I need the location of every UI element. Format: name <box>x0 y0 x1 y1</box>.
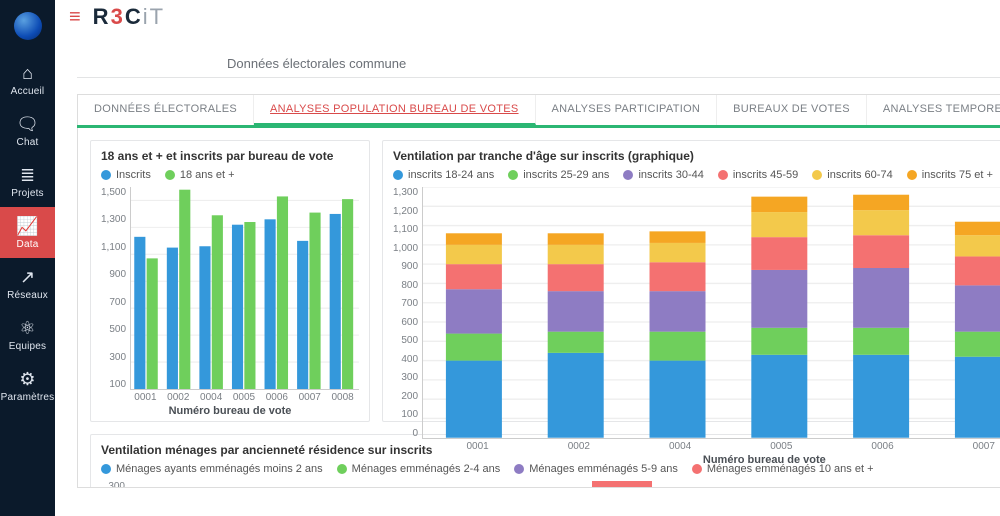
chart-card-inscrits: 18 ans et + et inscrits par bureau de vo… <box>90 140 370 422</box>
app-logo: R3CiT <box>93 4 165 30</box>
logo-it: iT <box>143 4 165 30</box>
sidebar-item-label: Réseaux <box>7 290 48 301</box>
chart1-yaxis: 1,5001,3001,100900700500300100 <box>101 187 130 390</box>
chart2-yaxis: 1,3001,2001,1001,00090080070060050040030… <box>393 187 422 439</box>
legend-label: inscrits 25-29 ans <box>523 169 609 181</box>
sidebar-item-réseaux[interactable]: ↗ Réseaux <box>0 258 55 309</box>
sidebar-item-chat[interactable]: 🗨 Chat <box>0 105 55 156</box>
sidebar-item-data[interactable]: 📈 Data <box>0 207 55 258</box>
content: Données électorales commune ▾ DONNÉES ÉL… <box>55 34 1000 516</box>
dataset-dropdown[interactable]: Données électorales commune ▾ <box>77 56 1000 78</box>
legend-item: Ménages emménagés 10 ans et + <box>692 463 874 475</box>
sidebar: ⌂ Accueil 🗨 Chat ≣ Projets 📈 Data ↗ Réseaux ⚛ Equip… <box>0 0 55 516</box>
legend-label: 18 ans et + <box>180 169 235 181</box>
legend-item: inscrits 30-44 <box>623 169 703 181</box>
sidebar-item-label: Projets <box>11 188 44 199</box>
sidebar-item-equipes[interactable]: ⚛ Equipes <box>0 309 55 360</box>
legend-label: Ménages emménagés 10 ans et + <box>707 463 874 475</box>
globe-avatar <box>14 12 42 40</box>
legend-label: Ménages emménagés 2-4 ans <box>352 463 501 475</box>
sidebar-item-label: Paramètres <box>1 392 55 403</box>
legend-item: inscrits 25-29 ans <box>508 169 609 181</box>
legend-swatch <box>393 170 403 180</box>
legend-swatch <box>907 170 917 180</box>
legend-swatch <box>337 464 347 474</box>
chart3-ytick: 300 <box>101 481 129 488</box>
chart1-x-title: Numéro bureau de vote <box>101 405 359 417</box>
chart2-title: Ventilation par tranche d'âge sur inscri… <box>393 149 1000 163</box>
chart2-plot <box>422 187 1000 439</box>
hamburger-icon[interactable]: ≡ <box>69 7 81 27</box>
chart3-partial-bar <box>592 481 652 488</box>
tab-4[interactable]: ANALYSES TEMPORELLES BUREAUX DE VOTE <box>867 95 1000 125</box>
legend-swatch <box>692 464 702 474</box>
logo-c: C <box>125 4 143 30</box>
legend-label: inscrits 18-24 ans <box>408 169 494 181</box>
logo-3: 3 <box>111 4 125 30</box>
legend-label: inscrits 45-59 <box>733 169 798 181</box>
sidebar-item-label: Accueil <box>11 86 45 97</box>
chart3-title: Ventilation ménages par ancienneté résid… <box>101 443 1000 457</box>
chart3-legend: Ménages ayants emménagés moins 2 ans Ména… <box>101 463 1000 475</box>
dataset-dropdown-label: Données électorales commune <box>227 56 406 71</box>
equipes-icon: ⚛ <box>19 319 35 337</box>
chat-icon: 🗨 <box>16 115 39 133</box>
legend-swatch <box>623 170 633 180</box>
legend-swatch <box>514 464 524 474</box>
paramètres-icon: ⚙ <box>19 370 35 388</box>
legend-label: Ménages ayants emménagés moins 2 ans <box>116 463 323 475</box>
legend-swatch <box>165 170 175 180</box>
legend-item: Ménages emménagés 5-9 ans <box>514 463 678 475</box>
sidebar-item-accueil[interactable]: ⌂ Accueil <box>0 54 55 105</box>
chart1-legend: Inscrits 18 ans et + <box>101 169 359 181</box>
projets-icon: ≣ <box>20 166 35 184</box>
tabstrip: DONNÉES ÉLECTORALESANALYSES POPULATION B… <box>77 94 1000 125</box>
legend-swatch <box>101 170 111 180</box>
legend-item: inscrits 75 et + <box>907 169 993 181</box>
data-icon: 📈 <box>16 217 38 235</box>
réseaux-icon: ↗ <box>20 268 35 286</box>
chart1-plot <box>130 187 359 390</box>
legend-label: inscrits 60-74 <box>827 169 892 181</box>
sidebar-item-label: Chat <box>17 137 39 148</box>
panel-area: 18 ans et + et inscrits par bureau de vo… <box>77 128 1000 488</box>
legend-item: inscrits 60-74 <box>812 169 892 181</box>
tab-0[interactable]: DONNÉES ÉLECTORALES <box>78 95 254 125</box>
chart1-xaxis: 0001000200040005000600070008 <box>101 392 359 403</box>
chart2-legend: inscrits 18-24 ans inscrits 25-29 ans insc… <box>393 169 1000 181</box>
tab-2[interactable]: ANALYSES PARTICIPATION <box>536 95 718 125</box>
legend-label: Inscrits <box>116 169 151 181</box>
legend-swatch <box>508 170 518 180</box>
legend-item: inscrits 45-59 <box>718 169 798 181</box>
tab-1[interactable]: ANALYSES POPULATION BUREAU DE VOTES <box>254 95 536 125</box>
legend-swatch <box>718 170 728 180</box>
tab-3[interactable]: BUREAUX DE VOTES <box>717 95 867 125</box>
main: ≡ R3CiT ⏻ Données électorales commune ▾ … <box>55 0 1000 516</box>
legend-swatch <box>101 464 111 474</box>
sidebar-item-label: Equipes <box>9 341 47 352</box>
sidebar-item-label: Data <box>17 239 39 250</box>
legend-label: inscrits 30-44 <box>638 169 703 181</box>
legend-swatch <box>812 170 822 180</box>
legend-item: Ménages ayants emménagés moins 2 ans <box>101 463 323 475</box>
legend-item: 18 ans et + <box>165 169 235 181</box>
accueil-icon: ⌂ <box>22 64 33 82</box>
chart-card-ventilation-age: Ventilation par tranche d'âge sur inscri… <box>382 140 1000 422</box>
legend-label: inscrits 75 et + <box>922 169 993 181</box>
legend-item: Ménages emménagés 2-4 ans <box>337 463 501 475</box>
legend-label: Ménages emménagés 5-9 ans <box>529 463 678 475</box>
sidebar-item-projets[interactable]: ≣ Projets <box>0 156 55 207</box>
topbar: ≡ R3CiT ⏻ <box>55 0 1000 34</box>
legend-item: inscrits 18-24 ans <box>393 169 494 181</box>
sidebar-item-paramètres[interactable]: ⚙ Paramètres <box>0 360 55 411</box>
legend-item: Inscrits <box>101 169 151 181</box>
chart1-title: 18 ans et + et inscrits par bureau de vo… <box>101 149 359 163</box>
logo-r: R <box>93 4 111 30</box>
